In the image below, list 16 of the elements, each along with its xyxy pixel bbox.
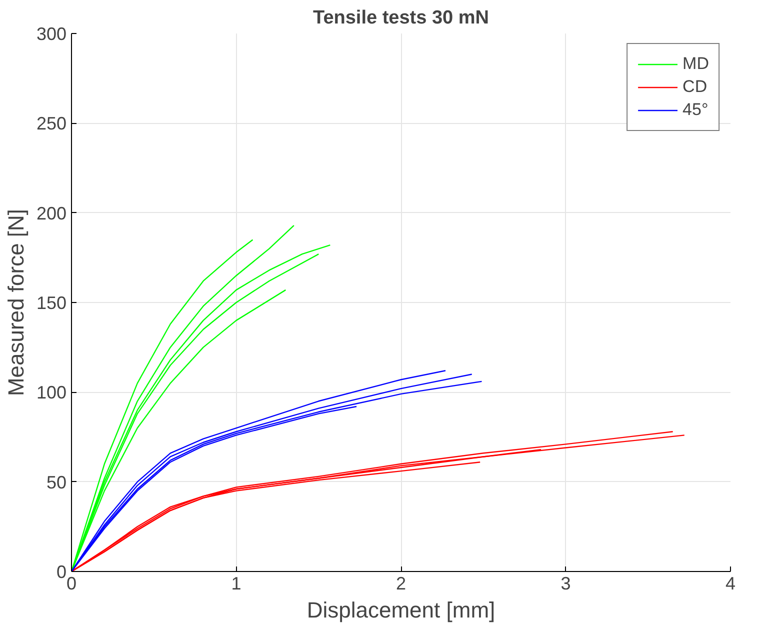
x-tick-label: 4 bbox=[725, 574, 736, 594]
x-axis-title: Displacement [mm] bbox=[306, 598, 496, 622]
legend-label: CD bbox=[682, 77, 708, 97]
y-tick-label: 150 bbox=[36, 293, 67, 313]
x-tick-label: 1 bbox=[231, 574, 242, 594]
y-tick-label: 200 bbox=[36, 203, 67, 224]
legend-label: 45° bbox=[682, 100, 708, 120]
legend-label: MD bbox=[682, 54, 709, 74]
y-tick-label: 50 bbox=[46, 472, 67, 492]
y-tick-label: 100 bbox=[36, 382, 67, 403]
y-axis-title: Measured force [N] bbox=[3, 208, 28, 396]
x-tick-label: 2 bbox=[396, 574, 406, 594]
chart-title: Tensile tests 30 mN bbox=[313, 8, 490, 28]
y-tick-label: 250 bbox=[36, 114, 67, 134]
x-tick-label: 3 bbox=[560, 574, 571, 594]
y-tick-label: 300 bbox=[36, 24, 67, 44]
